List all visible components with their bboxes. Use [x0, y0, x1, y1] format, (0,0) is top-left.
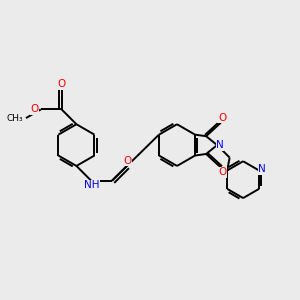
Text: CH₃: CH₃	[6, 114, 23, 123]
Text: NH: NH	[84, 180, 99, 190]
Text: N: N	[258, 164, 266, 174]
Text: O: O	[218, 113, 226, 123]
Text: O: O	[123, 155, 131, 166]
Text: O: O	[58, 79, 66, 89]
Text: O: O	[31, 104, 39, 115]
Text: N: N	[216, 140, 224, 150]
Text: O: O	[218, 167, 226, 177]
